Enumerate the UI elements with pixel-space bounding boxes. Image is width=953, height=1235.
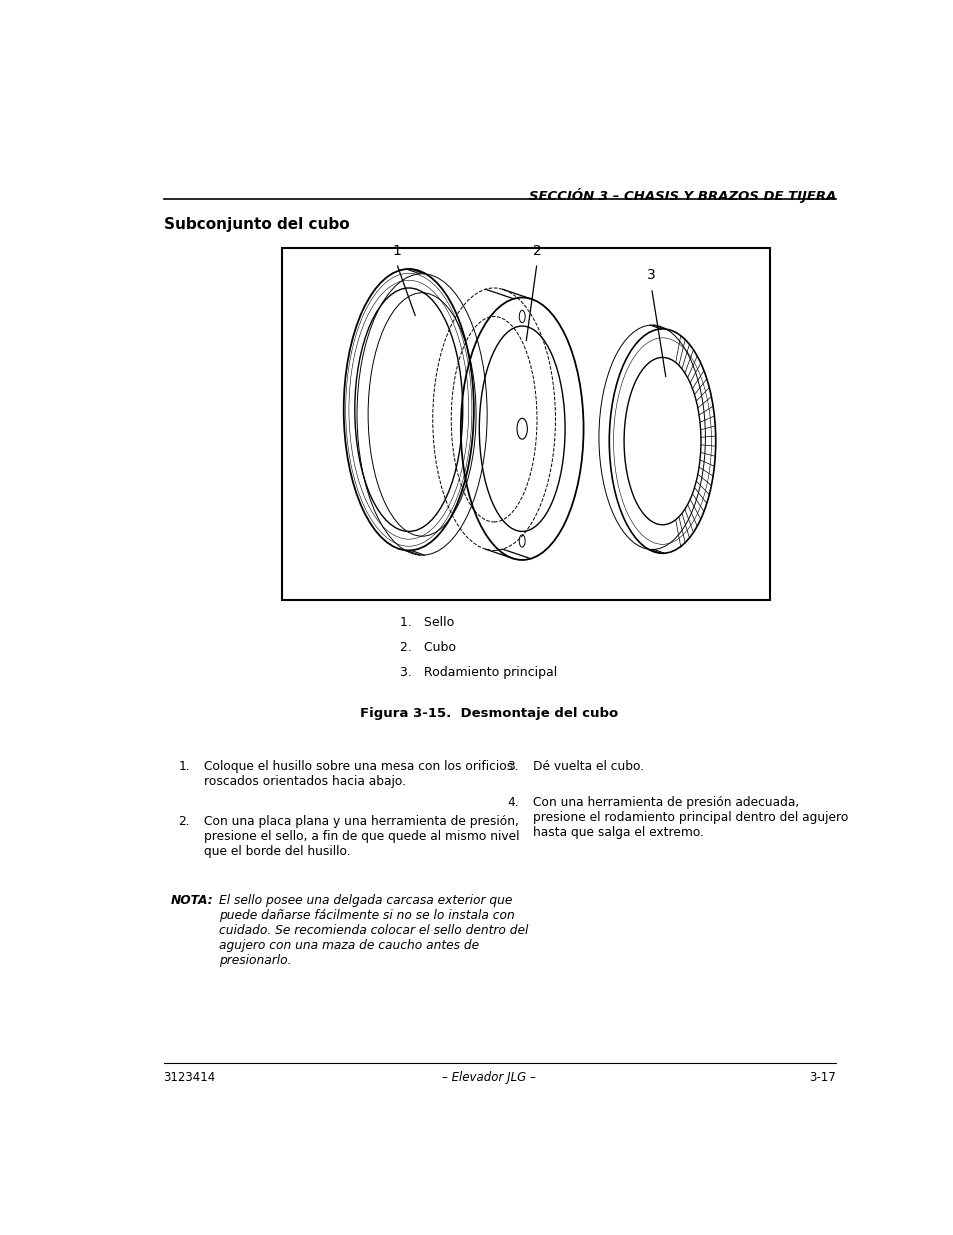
Text: Con una herramienta de presión adecuada,
presione el rodamiento principal dentro: Con una herramienta de presión adecuada,…	[533, 795, 848, 839]
Text: Con una placa plana y una herramienta de presión,
presione el sello, a fin de qu: Con una placa plana y una herramienta de…	[204, 815, 519, 858]
Text: 3123414: 3123414	[164, 1071, 215, 1083]
Text: 1: 1	[392, 243, 400, 258]
Text: 2: 2	[532, 243, 540, 258]
Text: 3.   Rodamiento principal: 3. Rodamiento principal	[400, 666, 557, 678]
Text: 3: 3	[646, 268, 656, 283]
Text: NOTA:: NOTA:	[171, 894, 213, 906]
Text: SECCIÓN 3 – CHASIS Y BRAZOS DE TIJERA: SECCIÓN 3 – CHASIS Y BRAZOS DE TIJERA	[529, 188, 836, 203]
Text: Subconjunto del cubo: Subconjunto del cubo	[164, 216, 349, 232]
Bar	[282, 248, 769, 600]
Text: 1.   Sello: 1. Sello	[400, 616, 454, 629]
Text: 1.: 1.	[178, 760, 190, 773]
Text: 2.: 2.	[178, 815, 190, 827]
Text: 3-17: 3-17	[809, 1071, 836, 1083]
Text: El sello posee una delgada carcasa exterior que
puede dañarse fácilmente si no s: El sello posee una delgada carcasa exter…	[219, 894, 528, 967]
Text: Figura 3-15.  Desmontaje del cubo: Figura 3-15. Desmontaje del cubo	[359, 708, 618, 720]
Text: – Elevador JLG –: – Elevador JLG –	[441, 1071, 536, 1083]
Text: Coloque el husillo sobre una mesa con los orificios
roscados orientados hacia ab: Coloque el husillo sobre una mesa con lo…	[204, 760, 513, 788]
Text: 4.: 4.	[507, 795, 518, 809]
Text: 3.: 3.	[507, 760, 518, 773]
Text: Dé vuelta el cubo.: Dé vuelta el cubo.	[533, 760, 643, 773]
Text: 2.   Cubo: 2. Cubo	[400, 641, 456, 653]
